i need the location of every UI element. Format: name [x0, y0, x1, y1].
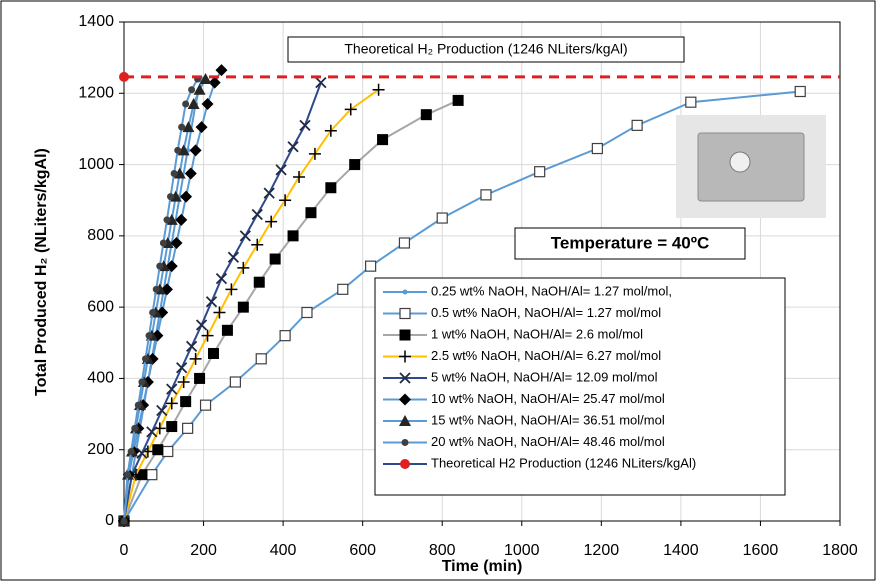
- legend-label: 10 wt% NaOH, NaOH/Al= 25.47 mol/mol: [431, 391, 665, 406]
- marker: [238, 302, 249, 313]
- legend-label: 15 wt% NaOH, NaOH/Al= 36.51 mol/mol: [431, 412, 665, 427]
- marker: [163, 216, 170, 223]
- y-tick-label: 800: [87, 227, 114, 244]
- marker: [174, 147, 181, 154]
- marker: [288, 230, 299, 241]
- marker: [366, 261, 376, 271]
- marker: [160, 239, 167, 246]
- marker: [128, 448, 135, 455]
- annotation: Theoretical H₂ Production (1246 NLiters/…: [344, 41, 627, 57]
- legend-label: 0.5 wt% NaOH, NaOH/Al= 1.27 mol/mol: [431, 305, 661, 320]
- marker: [178, 124, 185, 131]
- chart: 0 200 400 600 800 1000 1200 1400 0 200 400 600 800 10…: [0, 0, 878, 583]
- marker: [131, 425, 138, 432]
- marker: [121, 518, 128, 525]
- marker: [280, 331, 290, 341]
- marker: [167, 193, 174, 200]
- marker: [437, 213, 447, 223]
- marker: [182, 100, 189, 107]
- marker: [349, 159, 360, 170]
- x-tick-label: 1200: [584, 542, 620, 559]
- legend-label: 2.5 wt% NaOH, NaOH/Al= 6.27 mol/mol: [431, 348, 661, 363]
- x-tick-label: 1000: [504, 542, 540, 559]
- marker: [632, 120, 642, 130]
- y-tick-label: 600: [87, 298, 114, 315]
- marker: [686, 97, 696, 107]
- marker: [188, 86, 195, 93]
- marker: [302, 307, 312, 317]
- marker: [400, 309, 410, 319]
- legend-label: 20 wt% NaOH, NaOH/Al= 48.46 mol/mol: [431, 434, 665, 449]
- legend-label: 0.25 wt% NaOH, NaOH/Al= 1.27 mol/mol,: [431, 283, 672, 298]
- legend-label: 1 wt% NaOH, NaOH/Al= 2.6 mol/mol: [431, 326, 643, 341]
- marker: [254, 277, 265, 288]
- x-tick-label: 0: [120, 542, 129, 559]
- y-tick-label: 1000: [78, 156, 114, 173]
- marker: [149, 309, 156, 316]
- marker: [138, 378, 145, 385]
- marker: [201, 400, 211, 410]
- x-tick-label: 600: [349, 542, 376, 559]
- marker: [208, 348, 219, 359]
- marker: [403, 290, 408, 295]
- x-tick-label: 200: [190, 542, 217, 559]
- y-tick-label: 1400: [78, 13, 114, 30]
- marker: [153, 286, 160, 293]
- marker: [124, 471, 131, 478]
- marker: [146, 332, 153, 339]
- marker: [183, 423, 193, 433]
- y-tick-label: 400: [87, 370, 114, 387]
- marker: [171, 170, 178, 177]
- x-tick-label: 1400: [663, 542, 699, 559]
- x-tick-label: 400: [270, 542, 297, 559]
- marker: [305, 207, 316, 218]
- marker: [147, 470, 157, 480]
- legend-marker: [400, 459, 410, 469]
- marker: [194, 373, 205, 384]
- sample-hole: [730, 152, 750, 172]
- marker: [402, 439, 409, 446]
- marker: [152, 444, 163, 455]
- marker: [325, 182, 336, 193]
- marker: [166, 421, 177, 432]
- page: {"chart_data": {"type": "line", "annotat…: [0, 0, 878, 583]
- x-axis-label: Time (min): [442, 558, 523, 575]
- y-tick-label: 200: [87, 441, 114, 458]
- marker: [142, 355, 149, 362]
- temperature-label: Temperature = 40ºC: [551, 233, 710, 252]
- marker: [338, 284, 348, 294]
- marker: [163, 446, 173, 456]
- marker: [377, 134, 388, 145]
- y-tick-label: 1200: [78, 85, 114, 102]
- y-tick-label: 0: [105, 512, 114, 529]
- marker: [135, 402, 142, 409]
- reference-point: [119, 72, 129, 82]
- legend-label: Theoretical H2 Production (1246 NLiters/…: [431, 455, 696, 470]
- marker: [481, 190, 491, 200]
- marker: [156, 263, 163, 270]
- marker: [180, 396, 191, 407]
- marker: [230, 377, 240, 387]
- marker: [270, 254, 281, 265]
- marker: [400, 330, 411, 341]
- marker: [795, 87, 805, 97]
- marker: [453, 95, 464, 106]
- marker: [399, 238, 409, 248]
- x-tick-label: 800: [429, 542, 456, 559]
- marker: [256, 354, 266, 364]
- y-axis-label: Total Produced H₂ (NLiters/kgAl): [33, 148, 50, 396]
- marker: [535, 167, 545, 177]
- marker: [222, 325, 233, 336]
- marker: [421, 109, 432, 120]
- legend-label: 5 wt% NaOH, NaOH/Al= 12.09 mol/mol: [431, 369, 658, 384]
- marker: [592, 144, 602, 154]
- x-tick-label: 1600: [743, 542, 779, 559]
- x-tick-label: 1800: [822, 542, 858, 559]
- aluminum-sample: [698, 133, 804, 201]
